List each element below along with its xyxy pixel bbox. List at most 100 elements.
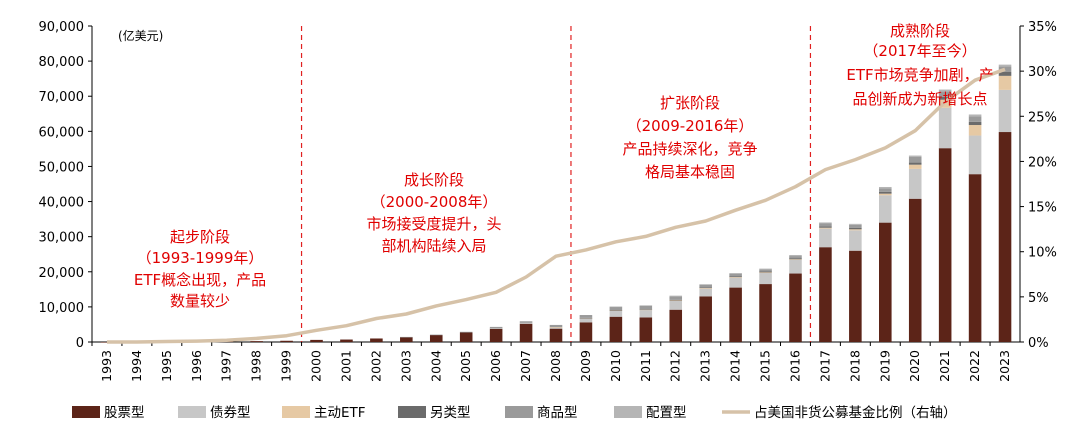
bar-segment [729, 287, 742, 342]
bar-segment [729, 273, 742, 274]
x-tick-label: 2006 [488, 350, 503, 382]
bar-segment [759, 269, 772, 272]
x-tick-label: 2009 [578, 350, 593, 382]
bar-segment [639, 309, 653, 310]
bar-segment [789, 259, 802, 274]
x-tick-label: 1998 [249, 350, 264, 382]
legend-swatch [282, 406, 310, 418]
y2-tick-label: 5% [1028, 291, 1049, 306]
bar-segment [938, 96, 952, 100]
y2-tick-label: 30% [1028, 65, 1057, 80]
bar-segment [819, 226, 832, 228]
x-tick-label: 2015 [758, 350, 773, 382]
bar-segment [639, 309, 653, 318]
bar-segment [669, 309, 683, 342]
y2-tick-label: 15% [1028, 201, 1057, 216]
bar-segment [400, 336, 413, 338]
legend-swatch [178, 406, 206, 418]
y2-tick-label: 0% [1028, 336, 1049, 351]
bar-segment [908, 162, 922, 165]
y2-tick-label: 20% [1028, 155, 1057, 170]
bar-segment [459, 331, 473, 333]
bar-segment [639, 309, 653, 311]
bar-segment [699, 284, 712, 285]
legend-label: 主动ETF [314, 405, 366, 421]
bar-segment [879, 193, 892, 196]
y-tick-label: 90,000 [39, 20, 85, 35]
legend-label: 另类型 [430, 405, 471, 421]
bar-segment [789, 273, 802, 342]
x-tick-label: 2017 [817, 350, 832, 382]
bar-segment [938, 107, 952, 149]
bar-segment [519, 322, 533, 324]
bar-segment [789, 259, 802, 260]
bar-segment [579, 322, 593, 342]
phase-annotation-3: 扩张阶段 （2009-2016年） 产品持续深化，竞争 格局基本稳固 [622, 94, 757, 181]
bar-segment [908, 198, 922, 342]
x-tick-label: 2019 [877, 350, 892, 382]
bar-segment [699, 296, 712, 342]
bar-segment [519, 323, 533, 342]
bar-segment [879, 188, 892, 192]
phase-2-title: 成长阶段 [404, 171, 464, 189]
bar-segment [789, 254, 802, 257]
legend-label: 股票型 [104, 405, 145, 421]
bar-segment [669, 300, 683, 301]
phase-annotation-2: 成长阶段 （2000-2008年） 市场接受度提升，头 部机构陆续入局 [366, 171, 501, 255]
bar-segment [699, 284, 712, 288]
bar-segment [549, 327, 563, 328]
bar-segment [250, 341, 263, 342]
y2-tick-label: 25% [1028, 110, 1057, 125]
bar-segment [669, 295, 683, 297]
x-tick-label: 2011 [638, 350, 653, 382]
bar-segment [998, 66, 1012, 72]
phase-3-period: （2009-2016年） [627, 117, 754, 135]
y-tick-label: 60,000 [39, 125, 85, 140]
phase-2-period: （2000-2008年） [371, 193, 498, 211]
x-tick-label: 2012 [668, 350, 683, 382]
phase-1-title: 起步阶段 [170, 228, 230, 246]
bar-segment [639, 305, 653, 306]
bar-segment [879, 195, 892, 223]
bar-segment [849, 224, 862, 228]
phase-dividers [300, 26, 812, 342]
bar-segment [819, 247, 832, 342]
legend-label: 占美国非货公募基金比例（右轴） [754, 404, 957, 421]
y-tick-label: 20,000 [39, 266, 85, 281]
bar-segment [609, 316, 623, 342]
bar-segment [938, 91, 952, 97]
legend-swatch [72, 406, 100, 418]
bar-segment [429, 334, 443, 342]
x-tick-label: 2004 [428, 350, 443, 382]
bar-segment [998, 71, 1012, 76]
bar-segment [100, 341, 114, 343]
bar-segment [968, 114, 982, 117]
phase-4-desc-line1: ETF市场竞争加剧，产 [846, 66, 993, 84]
bar-segment [609, 306, 623, 308]
bar-segment [579, 317, 593, 319]
bar-segment [699, 288, 712, 297]
bar-segment [609, 310, 623, 317]
bar-segment [669, 299, 683, 301]
bar-segment [609, 306, 623, 311]
bar-segment [849, 223, 862, 225]
y-tick-label: 0 [76, 336, 84, 351]
bar-segment [998, 132, 1012, 342]
bar-segment [699, 287, 712, 288]
x-tick-label: 1993 [99, 350, 114, 382]
bar-segment [579, 318, 593, 323]
x-tick-label: 2003 [398, 350, 413, 382]
bar-segment [489, 328, 503, 329]
bar-segment [729, 277, 742, 288]
bar-segment [789, 256, 802, 259]
legend-swatch [505, 406, 533, 418]
y-tick-label: 50,000 [39, 160, 85, 175]
legend-swatch [614, 406, 642, 418]
bar-segment [908, 155, 922, 157]
bar-segment [849, 229, 862, 231]
legend-swatch [398, 406, 426, 418]
bar-segment [819, 223, 832, 227]
bar-segment [908, 156, 922, 163]
bar-segment [729, 273, 742, 277]
